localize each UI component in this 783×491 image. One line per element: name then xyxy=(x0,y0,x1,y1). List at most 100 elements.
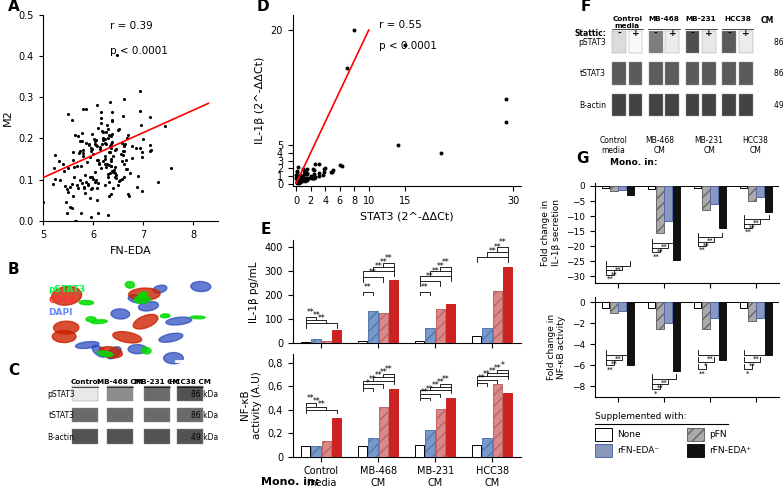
Text: **: ** xyxy=(307,394,315,403)
Point xyxy=(89,136,102,144)
Bar xyxy=(626,302,634,365)
Text: **: ** xyxy=(702,243,709,249)
Bar xyxy=(144,386,170,401)
Ellipse shape xyxy=(53,321,79,334)
Text: D: D xyxy=(256,0,269,14)
Point xyxy=(67,148,79,156)
Point xyxy=(327,168,339,176)
Point xyxy=(101,125,114,133)
Point xyxy=(104,156,117,164)
Point xyxy=(77,149,89,157)
Point xyxy=(99,139,111,147)
Point xyxy=(69,217,81,225)
Point xyxy=(106,138,118,146)
Point xyxy=(74,147,87,155)
Bar xyxy=(649,94,662,116)
Point xyxy=(101,160,114,168)
Text: **: ** xyxy=(493,364,501,373)
Text: 86 kDa: 86 kDa xyxy=(191,411,218,420)
Point xyxy=(306,174,319,182)
Text: A: A xyxy=(8,0,20,14)
Bar xyxy=(686,30,699,53)
Bar xyxy=(177,430,204,444)
Bar xyxy=(648,302,655,308)
Text: **: ** xyxy=(606,276,613,282)
Point xyxy=(112,181,124,189)
Bar xyxy=(107,408,133,422)
Ellipse shape xyxy=(153,285,167,293)
Text: Control: Control xyxy=(70,379,100,385)
Point xyxy=(48,164,60,172)
Point xyxy=(64,203,77,211)
Point xyxy=(325,168,337,176)
Point xyxy=(77,146,89,154)
Text: Control
media: Control media xyxy=(600,136,627,155)
Point xyxy=(299,175,312,183)
Point xyxy=(85,186,97,193)
Point xyxy=(106,116,118,124)
Point xyxy=(78,183,91,191)
Ellipse shape xyxy=(128,288,160,300)
Point xyxy=(131,184,143,191)
Point xyxy=(82,180,95,188)
Point xyxy=(102,134,114,141)
Bar xyxy=(415,445,424,457)
Point xyxy=(93,143,106,151)
Bar xyxy=(666,94,679,116)
Point xyxy=(103,148,116,156)
Bar xyxy=(602,302,609,308)
Bar xyxy=(177,408,204,422)
Text: **: ** xyxy=(312,398,320,407)
Text: **: ** xyxy=(698,371,705,377)
Point xyxy=(294,172,306,180)
Point xyxy=(89,179,102,187)
Text: tSTAT3: tSTAT3 xyxy=(49,411,74,420)
Bar xyxy=(301,446,311,457)
Point xyxy=(290,176,303,184)
Point xyxy=(136,148,149,156)
Point xyxy=(316,171,329,179)
Point xyxy=(121,165,134,173)
Text: **: ** xyxy=(421,388,429,397)
Point xyxy=(91,142,103,150)
Text: *: * xyxy=(654,390,658,396)
Text: **: ** xyxy=(384,254,392,263)
Point xyxy=(348,26,360,34)
Point xyxy=(85,145,98,153)
Point xyxy=(134,107,146,114)
Bar xyxy=(177,386,204,401)
Bar xyxy=(686,94,699,116)
Point xyxy=(109,173,121,181)
Ellipse shape xyxy=(111,309,130,319)
Text: Control
media: Control media xyxy=(612,16,642,29)
Text: rFN-EDA⁻: rFN-EDA⁻ xyxy=(617,446,659,455)
Ellipse shape xyxy=(106,347,121,359)
Point xyxy=(293,172,305,180)
Point xyxy=(105,163,117,170)
Point xyxy=(61,188,74,196)
Point xyxy=(115,150,128,158)
Ellipse shape xyxy=(128,345,146,354)
Bar xyxy=(673,186,680,260)
Bar xyxy=(740,186,748,188)
Text: MB-468 CM: MB-468 CM xyxy=(97,379,143,385)
Point xyxy=(106,109,118,116)
Bar xyxy=(749,302,756,321)
Point xyxy=(59,182,71,190)
Point xyxy=(102,211,114,218)
Bar xyxy=(665,186,672,220)
Point xyxy=(334,162,346,169)
Point xyxy=(291,173,304,181)
Bar xyxy=(369,311,377,343)
Bar xyxy=(723,30,736,53)
Point xyxy=(94,145,106,153)
Point xyxy=(52,157,65,165)
Text: p < 0.0001: p < 0.0001 xyxy=(379,41,437,51)
Text: MB-231
CM: MB-231 CM xyxy=(695,136,723,155)
Point xyxy=(293,176,305,184)
Point xyxy=(298,176,311,184)
Point xyxy=(117,140,130,148)
Point xyxy=(133,144,146,152)
Text: **: ** xyxy=(749,224,756,231)
Bar xyxy=(702,186,709,210)
